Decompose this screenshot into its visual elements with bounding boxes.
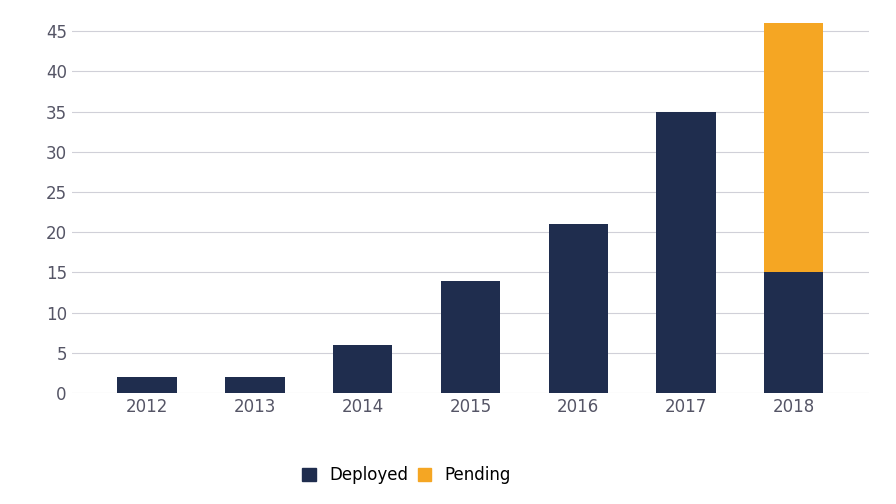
Bar — [117, 377, 177, 393]
Bar — [764, 23, 823, 273]
Bar — [656, 111, 716, 393]
Bar — [333, 345, 392, 393]
Bar — [764, 273, 823, 393]
Bar — [225, 377, 285, 393]
Bar — [441, 281, 500, 393]
Legend: Deployed, Pending: Deployed, Pending — [296, 459, 518, 490]
Bar — [548, 224, 607, 393]
